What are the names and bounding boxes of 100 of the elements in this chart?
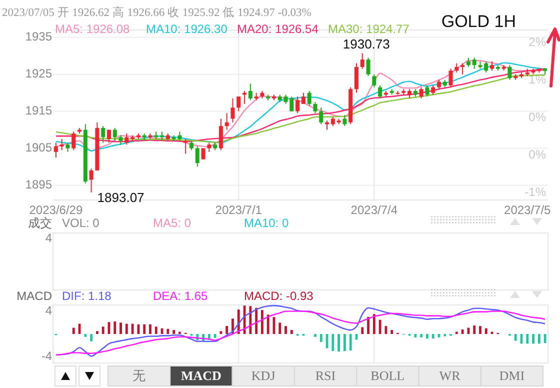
bar <box>484 328 488 334</box>
text: MA10: 1926.30 <box>146 22 228 36</box>
bar <box>332 334 334 352</box>
candlestick <box>313 102 318 114</box>
candlestick <box>454 62 459 73</box>
candlestick <box>230 98 235 123</box>
chart-subtitle: 2023/07/05 开 1926.62 高 1926.66 收 1925.92 低 1924.97 -0.03% <box>2 5 312 19</box>
bar <box>220 331 222 334</box>
candlestick <box>101 126 106 144</box>
category-label: DMI <box>499 368 525 383</box>
text: MA10: 0 <box>244 216 290 230</box>
y-tick-label: 4 <box>45 303 52 318</box>
text: MA5: 0 <box>153 216 192 230</box>
chart-title: MACD <box>16 289 52 303</box>
bar <box>125 324 128 334</box>
text: DIF: 1.18 <box>62 289 112 303</box>
y-tick-label: 1925 <box>25 66 52 81</box>
bar <box>338 334 340 352</box>
bar <box>284 326 287 334</box>
series-label: MACD: -0.93 <box>244 289 314 303</box>
bar <box>226 326 228 334</box>
bar <box>90 334 93 342</box>
bar <box>367 316 370 334</box>
bar <box>426 334 428 339</box>
candlestick <box>330 116 335 127</box>
text: DEA: 1.65 <box>153 289 208 303</box>
bar <box>260 310 264 334</box>
candlestick <box>60 138 64 151</box>
category-label: WR <box>439 368 461 383</box>
candlestick <box>472 57 476 70</box>
category-label: BOLL <box>370 368 405 383</box>
candlestick <box>224 112 229 130</box>
bar <box>378 320 382 334</box>
bar <box>72 328 75 334</box>
candlestick <box>124 132 129 146</box>
candlestick <box>218 118 223 151</box>
bar <box>372 314 376 334</box>
candlestick <box>307 90 312 106</box>
chart-title: GOLD 1H <box>441 12 516 31</box>
bar <box>514 334 517 341</box>
candlestick <box>366 57 370 77</box>
category-label: KDJ <box>251 368 276 383</box>
candlestick <box>301 92 306 104</box>
candlestick <box>490 60 494 72</box>
candlestick <box>360 52 364 70</box>
y-tick-label: -4 <box>41 348 52 363</box>
bar <box>526 334 529 344</box>
candlestick <box>106 129 111 144</box>
bar <box>114 321 116 334</box>
candlestick <box>89 168 94 193</box>
candlestick <box>118 134 123 146</box>
bar <box>343 334 346 352</box>
bar <box>420 334 423 338</box>
text: MA30: 1924.77 <box>328 22 410 36</box>
bar <box>120 322 122 334</box>
bar <box>473 325 476 334</box>
candlestick <box>112 127 117 142</box>
candlestick <box>419 86 424 99</box>
bar <box>102 326 104 334</box>
bar <box>538 334 540 344</box>
text: VOL: 0 <box>62 216 100 230</box>
candlestick <box>319 107 324 125</box>
candlestick <box>460 62 465 75</box>
candlestick <box>354 62 358 94</box>
bar <box>96 331 98 334</box>
bar <box>131 324 134 334</box>
bar <box>384 326 388 334</box>
bar <box>166 328 170 334</box>
bar <box>84 334 87 337</box>
bar <box>278 322 282 334</box>
x-tick-label: 2023/7/5 <box>504 203 552 218</box>
bar <box>414 334 417 338</box>
y-tick-label: 1935 <box>25 30 52 44</box>
candlestick <box>372 74 376 88</box>
candlestick <box>54 142 58 158</box>
y-tick-label: 1905 <box>25 140 52 154</box>
candlestick <box>66 142 70 152</box>
candlestick <box>425 84 430 98</box>
bar <box>266 314 270 334</box>
bar <box>467 328 470 334</box>
annotation: 1893.07 <box>97 190 144 205</box>
y-tick-label: 1915 <box>25 103 52 118</box>
candlestick <box>195 146 200 168</box>
bar <box>214 334 216 338</box>
text: 成交 <box>28 216 52 230</box>
bar <box>361 327 364 334</box>
bar <box>314 334 316 337</box>
candlestick <box>72 131 76 151</box>
annotation: 1930.73 <box>342 36 390 52</box>
bar <box>320 334 322 342</box>
candlestick <box>436 79 441 90</box>
bar <box>290 330 293 334</box>
candlestick <box>189 140 194 151</box>
candlestick <box>484 60 488 73</box>
bar <box>432 334 434 339</box>
bar <box>479 326 482 334</box>
bar <box>172 330 176 334</box>
candlestick <box>296 96 300 114</box>
candlestick <box>378 84 382 99</box>
candlestick <box>342 114 347 127</box>
